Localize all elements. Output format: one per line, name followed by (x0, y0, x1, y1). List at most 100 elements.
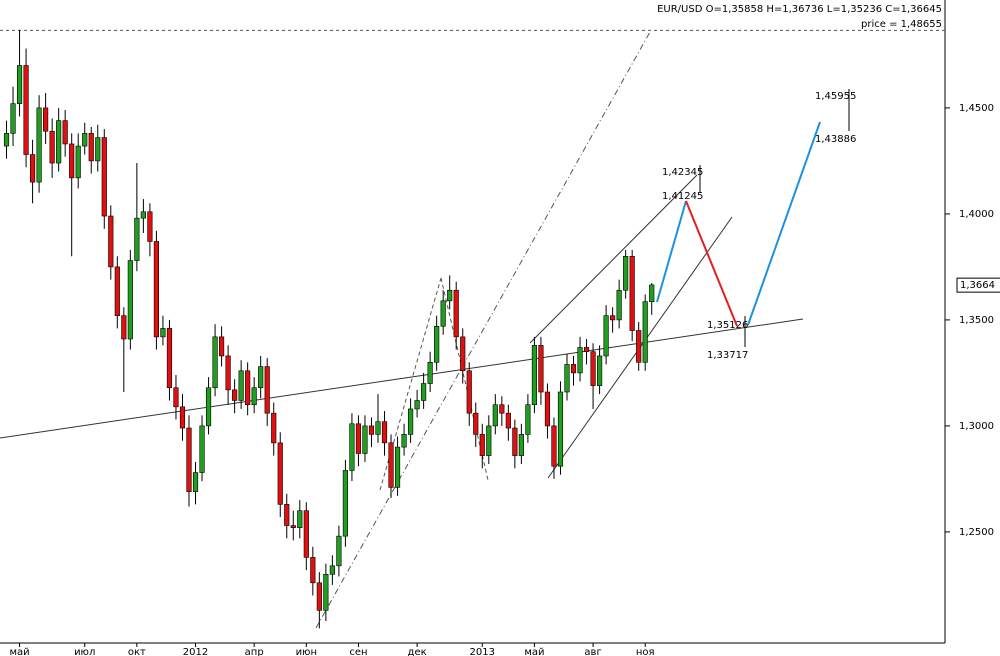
bullish-candle (336, 535, 342, 567)
bullish-candle (401, 434, 407, 448)
bullish-candle (577, 347, 583, 374)
y-tick-label: 1,4500 (959, 103, 994, 114)
bearish-candle (551, 425, 557, 467)
x-tick-label: ноя (636, 647, 655, 656)
bullish-candle (603, 315, 609, 357)
bullish-candle (486, 425, 492, 456)
x-tick-label: май (9, 647, 29, 656)
forecast-line (685, 200, 738, 327)
bearish-candle (43, 107, 49, 132)
y-tick-label: 1,4000 (959, 209, 994, 220)
header: EUR/USD O=1,35858 H=1,36736 L=1,35236 C=… (657, 4, 942, 15)
x-tick-label: апр (245, 647, 264, 656)
bearish-candle (610, 315, 616, 321)
bearish-candle (499, 404, 505, 414)
bullish-candle (238, 370, 244, 401)
dash-line (315, 31, 651, 629)
bullish-candle (616, 289, 622, 321)
bearish-candle (316, 582, 322, 611)
bullish-candle (557, 391, 564, 467)
last-price-box (956, 277, 1000, 293)
trend-line (0, 318, 804, 439)
bullish-candle (140, 211, 146, 219)
bearish-candle (264, 366, 270, 414)
bullish-candle (440, 300, 446, 327)
bullish-candle (414, 400, 420, 410)
bearish-candle (544, 391, 551, 427)
bearish-candle (69, 143, 75, 179)
annotation: 1,33717 (707, 350, 748, 361)
bearish-candle (186, 427, 192, 492)
bullish-candle (36, 107, 42, 183)
bullish-candle (323, 574, 329, 611)
bullish-candle (564, 364, 570, 393)
x-tick-label: 2012 (183, 647, 208, 656)
bearish-candle (219, 336, 225, 357)
bearish-candle (179, 406, 186, 429)
x-tick-label: июл (74, 647, 95, 656)
annotation: 1,41245 (662, 191, 703, 202)
x-tick-label: сен (349, 647, 367, 656)
bullish-candle (3, 133, 10, 147)
bullish-candle (375, 421, 381, 435)
bearish-candle (30, 154, 36, 183)
bullish-candle (492, 404, 498, 427)
bearish-candle (460, 336, 466, 372)
bearish-candle (101, 137, 107, 217)
bearish-candle (636, 330, 642, 363)
bullish-candle (82, 133, 88, 147)
channel-line (529, 174, 698, 344)
bullish-candle (447, 289, 453, 302)
bullish-candle (408, 408, 414, 435)
price-line-label: price = 1,48655 (861, 19, 942, 30)
bearish-candle (49, 130, 55, 164)
bearish-candle (153, 241, 159, 338)
bearish-candle (381, 421, 388, 444)
bullish-candle (649, 284, 655, 302)
bullish-candle (642, 301, 648, 363)
bearish-candle (453, 289, 459, 338)
bearish-candle (590, 351, 596, 386)
bearish-candle (310, 557, 316, 584)
annotation: 1,45955 (815, 91, 856, 102)
bullish-candle (199, 425, 205, 473)
bullish-candle (127, 260, 133, 340)
bearish-candle (225, 355, 231, 391)
bearish-candle (479, 434, 485, 456)
bearish-candle (173, 387, 179, 408)
bearish-candle (114, 266, 120, 316)
last-price-label: 1,3664 (960, 280, 995, 291)
bearish-candle (121, 315, 127, 340)
bearish-candle (232, 389, 238, 401)
bearish-candle (303, 510, 309, 558)
bearish-candle (466, 370, 472, 414)
bullish-candle (192, 472, 199, 492)
forecast-line (656, 200, 687, 303)
bullish-candle (10, 103, 16, 134)
bearish-candle (368, 425, 375, 435)
bullish-candle (134, 217, 140, 261)
bullish-candle (95, 137, 101, 162)
bullish-candle (421, 383, 427, 401)
x-tick-label: май (524, 647, 544, 656)
bullish-candle (297, 510, 303, 528)
bullish-candle (160, 328, 166, 338)
annotation: 1,43886 (815, 134, 856, 145)
bullish-candle (394, 446, 401, 488)
bullish-candle (362, 425, 368, 454)
bearish-candle (512, 427, 518, 456)
y-tick-label: 1,2500 (959, 527, 994, 538)
bullish-candle (434, 325, 440, 363)
bullish-candle (212, 336, 218, 389)
forecast-line (747, 121, 821, 326)
bullish-candle (427, 362, 433, 384)
bullish-candle (597, 355, 603, 386)
bearish-candle (147, 211, 153, 242)
x-tick-label: июн (296, 647, 317, 656)
x-tick-label: авг (584, 647, 601, 656)
bearish-candle (538, 345, 544, 393)
bearish-candle (505, 412, 511, 429)
y-tick-label: 1,3500 (959, 315, 994, 326)
